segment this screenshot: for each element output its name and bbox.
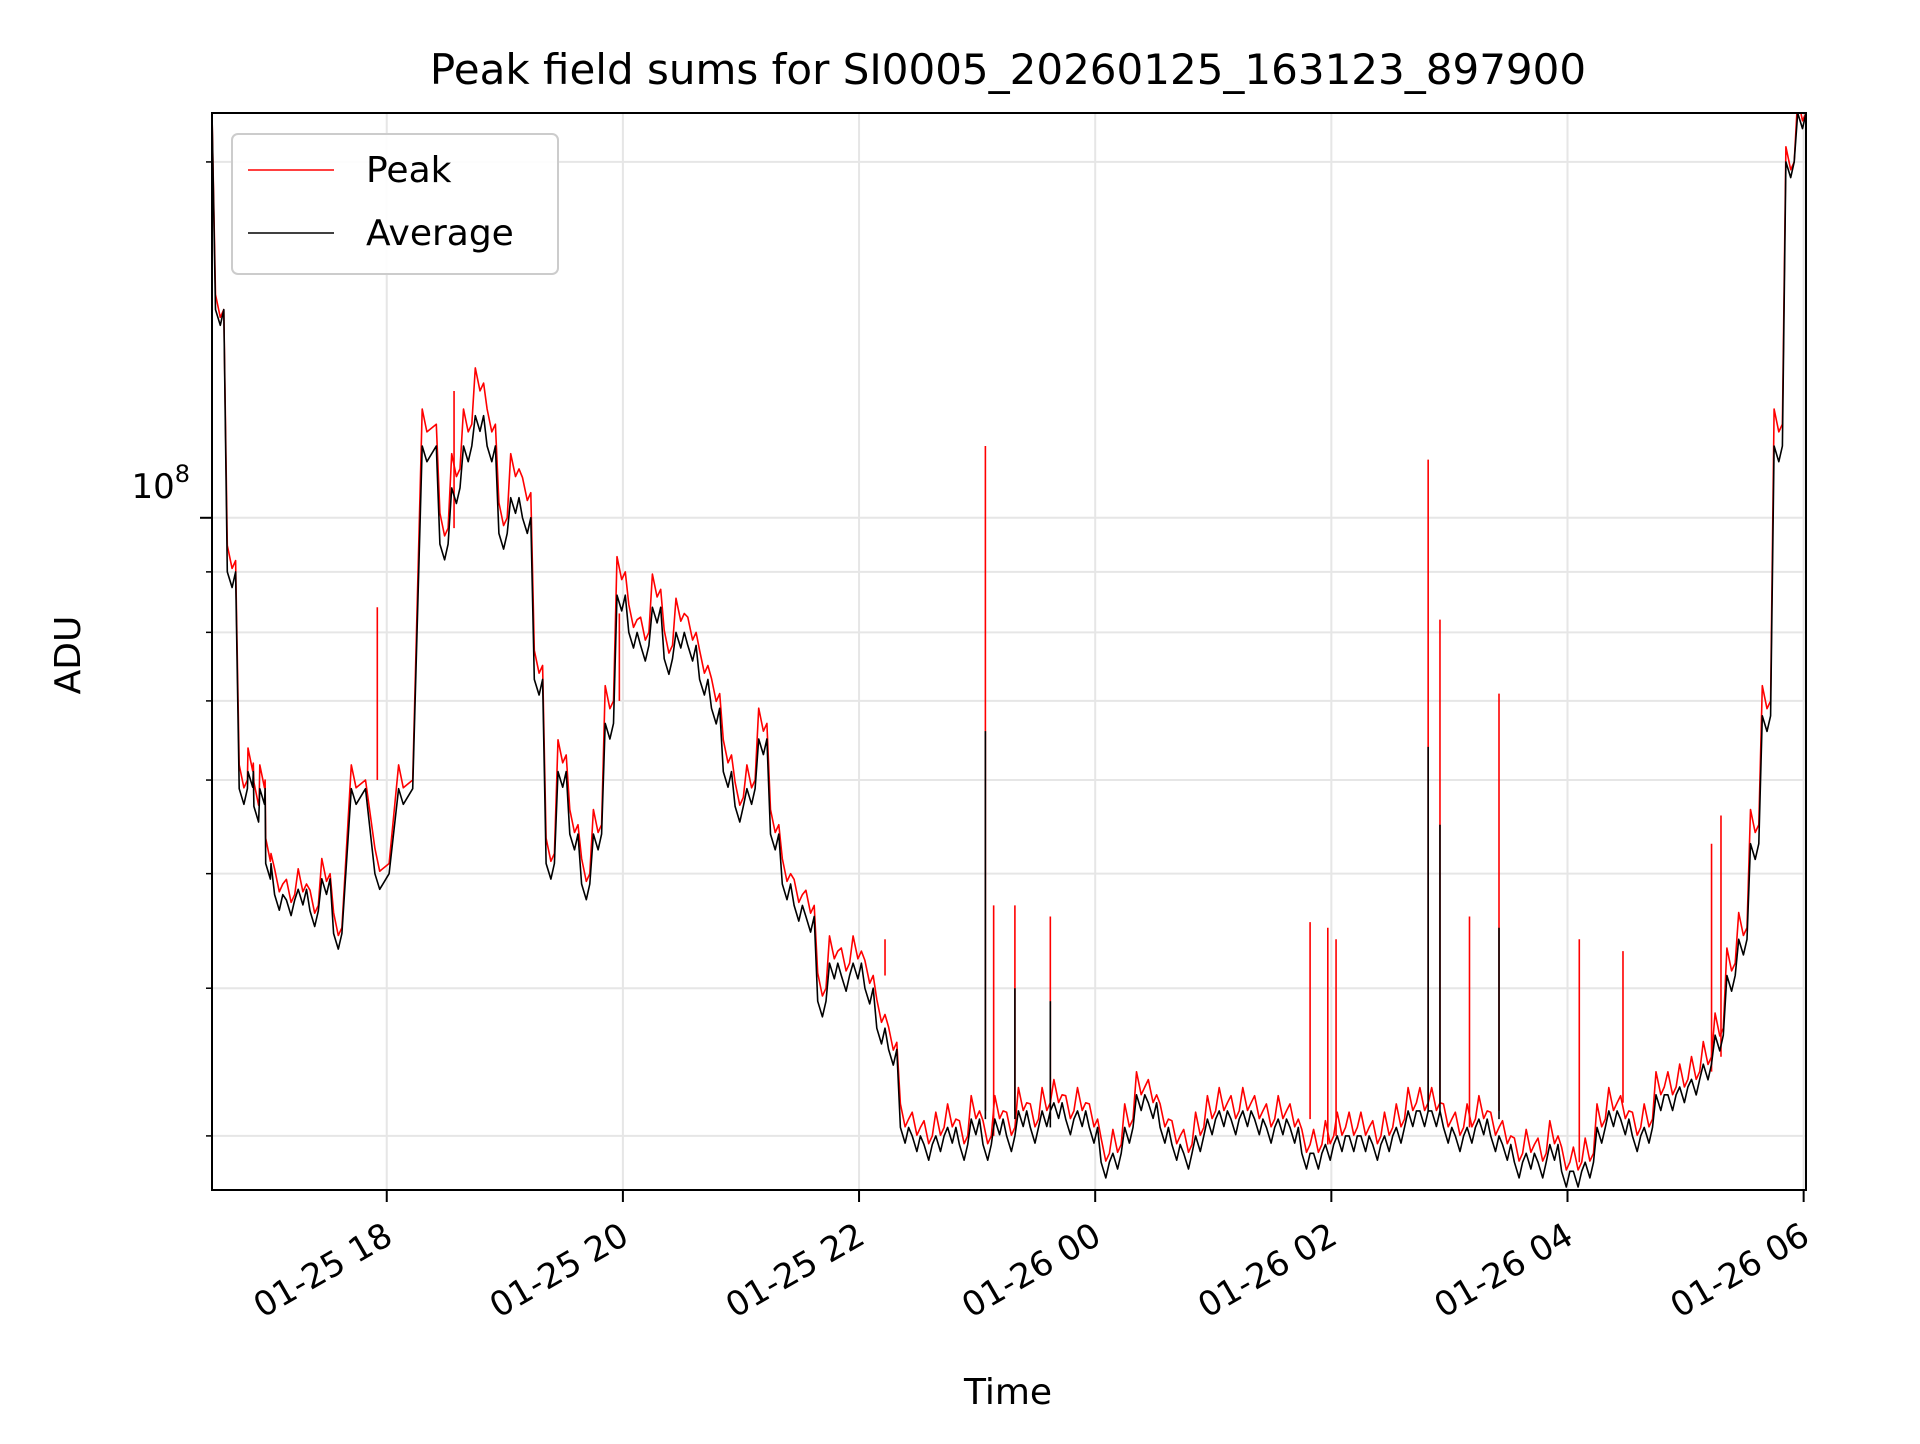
chart-title: Peak field sums for SI0005_20260125_1631… xyxy=(430,45,1586,94)
series-layer xyxy=(212,113,1806,1188)
grid xyxy=(212,113,1806,1190)
x-axis-label: Time xyxy=(963,1372,1052,1413)
series-line-peak xyxy=(212,113,1806,1171)
y-tick-label-1e8: 108 xyxy=(131,460,190,507)
legend: Peak Average xyxy=(231,133,559,275)
y-tick-base: 10 xyxy=(131,467,174,507)
legend-box xyxy=(231,133,559,275)
y-tick-exponent: 8 xyxy=(175,460,190,488)
y-axis-label: ADU xyxy=(48,616,89,695)
plot-frame xyxy=(211,112,1807,1191)
legend-average-label: Average xyxy=(366,213,514,254)
series-line-average xyxy=(212,113,1806,1188)
y-axis xyxy=(200,161,212,1137)
legend-peak-label: Peak xyxy=(366,150,452,191)
